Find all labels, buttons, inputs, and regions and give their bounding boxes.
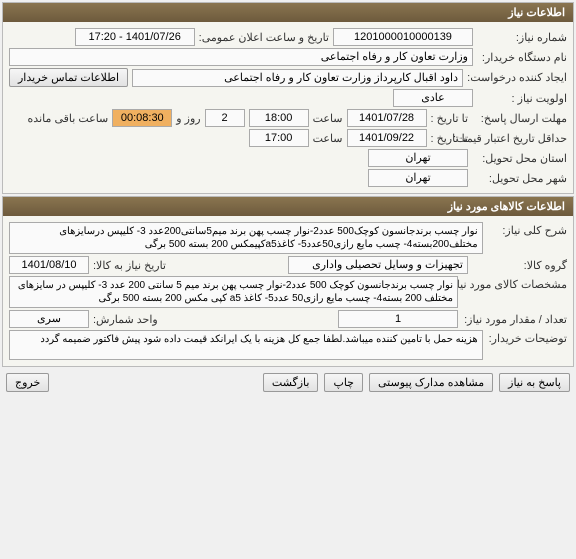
creator-label: ایجاد کننده درخواست:: [467, 71, 567, 84]
back-button[interactable]: بازگشت: [263, 373, 319, 392]
need-date-label: تاریخ نیاز به کالا:: [93, 259, 166, 272]
spec-label: مشخصات کالای مورد نیاز:: [462, 276, 567, 291]
deadline-time: 18:00: [249, 109, 309, 127]
print-button[interactable]: چاپ: [324, 373, 363, 392]
action-button-row: پاسخ به نیاز مشاهده مدارک پیوستی چاپ باز…: [0, 369, 576, 396]
qty-value: 1: [338, 310, 458, 328]
need-date-value: 1401/08/10: [9, 256, 89, 274]
goods-info-body: شرح کلی نیاز: نوار چسب برندجانسون کوچک50…: [3, 216, 573, 366]
deadline-date: 1401/07/28: [347, 109, 427, 127]
price-time-label: ساعت: [313, 132, 343, 145]
desc-label: شرح کلی نیاز:: [487, 222, 567, 237]
priority-value: عادی: [393, 89, 473, 107]
announce-label: تاریخ و ساعت اعلان عمومی:: [199, 31, 329, 44]
qty-label: تعداد / مقدار مورد نیاز:: [462, 313, 567, 326]
buyer-notes-label: توضیحات خریدار:: [487, 330, 567, 345]
priority-label: اولویت نیاز :: [477, 92, 567, 105]
buyer-value: وزارت تعاون کار و رفاه اجتماعی: [9, 48, 473, 66]
deadline-time-label: ساعت: [313, 112, 343, 125]
desc-value: نوار چسب برندجانسون کوچک500 عدد2-نوار چس…: [9, 222, 483, 254]
buyer-label: نام دستگاه خریدار:: [477, 51, 567, 64]
exit-button[interactable]: خروج: [6, 373, 49, 392]
price-valid-date: 1401/09/22: [347, 129, 427, 147]
days-label: روز و: [176, 112, 200, 125]
goods-info-panel: اطلاعات کالاهای مورد نیاز شرح کلی نیاز: …: [2, 196, 574, 367]
price-valid-label: حداقل تاریخ اعتبار قیمت:: [472, 132, 567, 145]
buyer-notes-value: هزینه حمل با تامین کننده میباشد.لطفا جمع…: [9, 330, 483, 360]
unit-value: سری: [9, 310, 89, 328]
creator-value: داود اقبال کارپرداز وزارت تعاون کار و رف…: [132, 69, 463, 87]
need-info-panel: اطلاعات نیاز شماره نیاز: 120100001000013…: [2, 2, 574, 194]
need-info-body: شماره نیاز: 1201000010000139 تاریخ و ساع…: [3, 22, 573, 193]
need-info-header: اطلاعات نیاز: [3, 3, 573, 22]
time-remaining: 00:08:30: [112, 109, 172, 127]
price-to-label: تا تاریخ :: [431, 132, 468, 145]
city-label: شهر محل تحویل:: [472, 172, 567, 185]
need-number-value: 1201000010000139: [333, 28, 473, 46]
city-value: تهران: [368, 169, 468, 187]
attachments-button[interactable]: مشاهده مدارک پیوستی: [369, 373, 493, 392]
spec-value: نوار چسب برندجانسون کوچک 500 عدد2-نوار چ…: [9, 276, 458, 308]
group-value: تجهیزات و وسایل تحصیلی واداری: [288, 256, 468, 274]
remaining-label: ساعت باقی مانده: [28, 112, 109, 125]
deadline-to-label: تا تاریخ :: [431, 112, 468, 125]
price-valid-time: 17:00: [249, 129, 309, 147]
need-number-label: شماره نیاز:: [477, 31, 567, 44]
deadline-label: مهلت ارسال پاسخ:: [472, 112, 567, 125]
unit-label: واحد شمارش:: [93, 313, 158, 326]
respond-button[interactable]: پاسخ به نیاز: [499, 373, 570, 392]
goods-info-header: اطلاعات کالاهای مورد نیاز: [3, 197, 573, 216]
group-label: گروه کالا:: [472, 259, 567, 272]
province-value: تهران: [368, 149, 468, 167]
days-remaining: 2: [205, 109, 245, 127]
province-label: استان محل تحویل:: [472, 152, 567, 165]
announce-value: 1401/07/26 - 17:20: [75, 28, 195, 46]
contact-buyer-button[interactable]: اطلاعات تماس خریدار: [9, 68, 128, 87]
